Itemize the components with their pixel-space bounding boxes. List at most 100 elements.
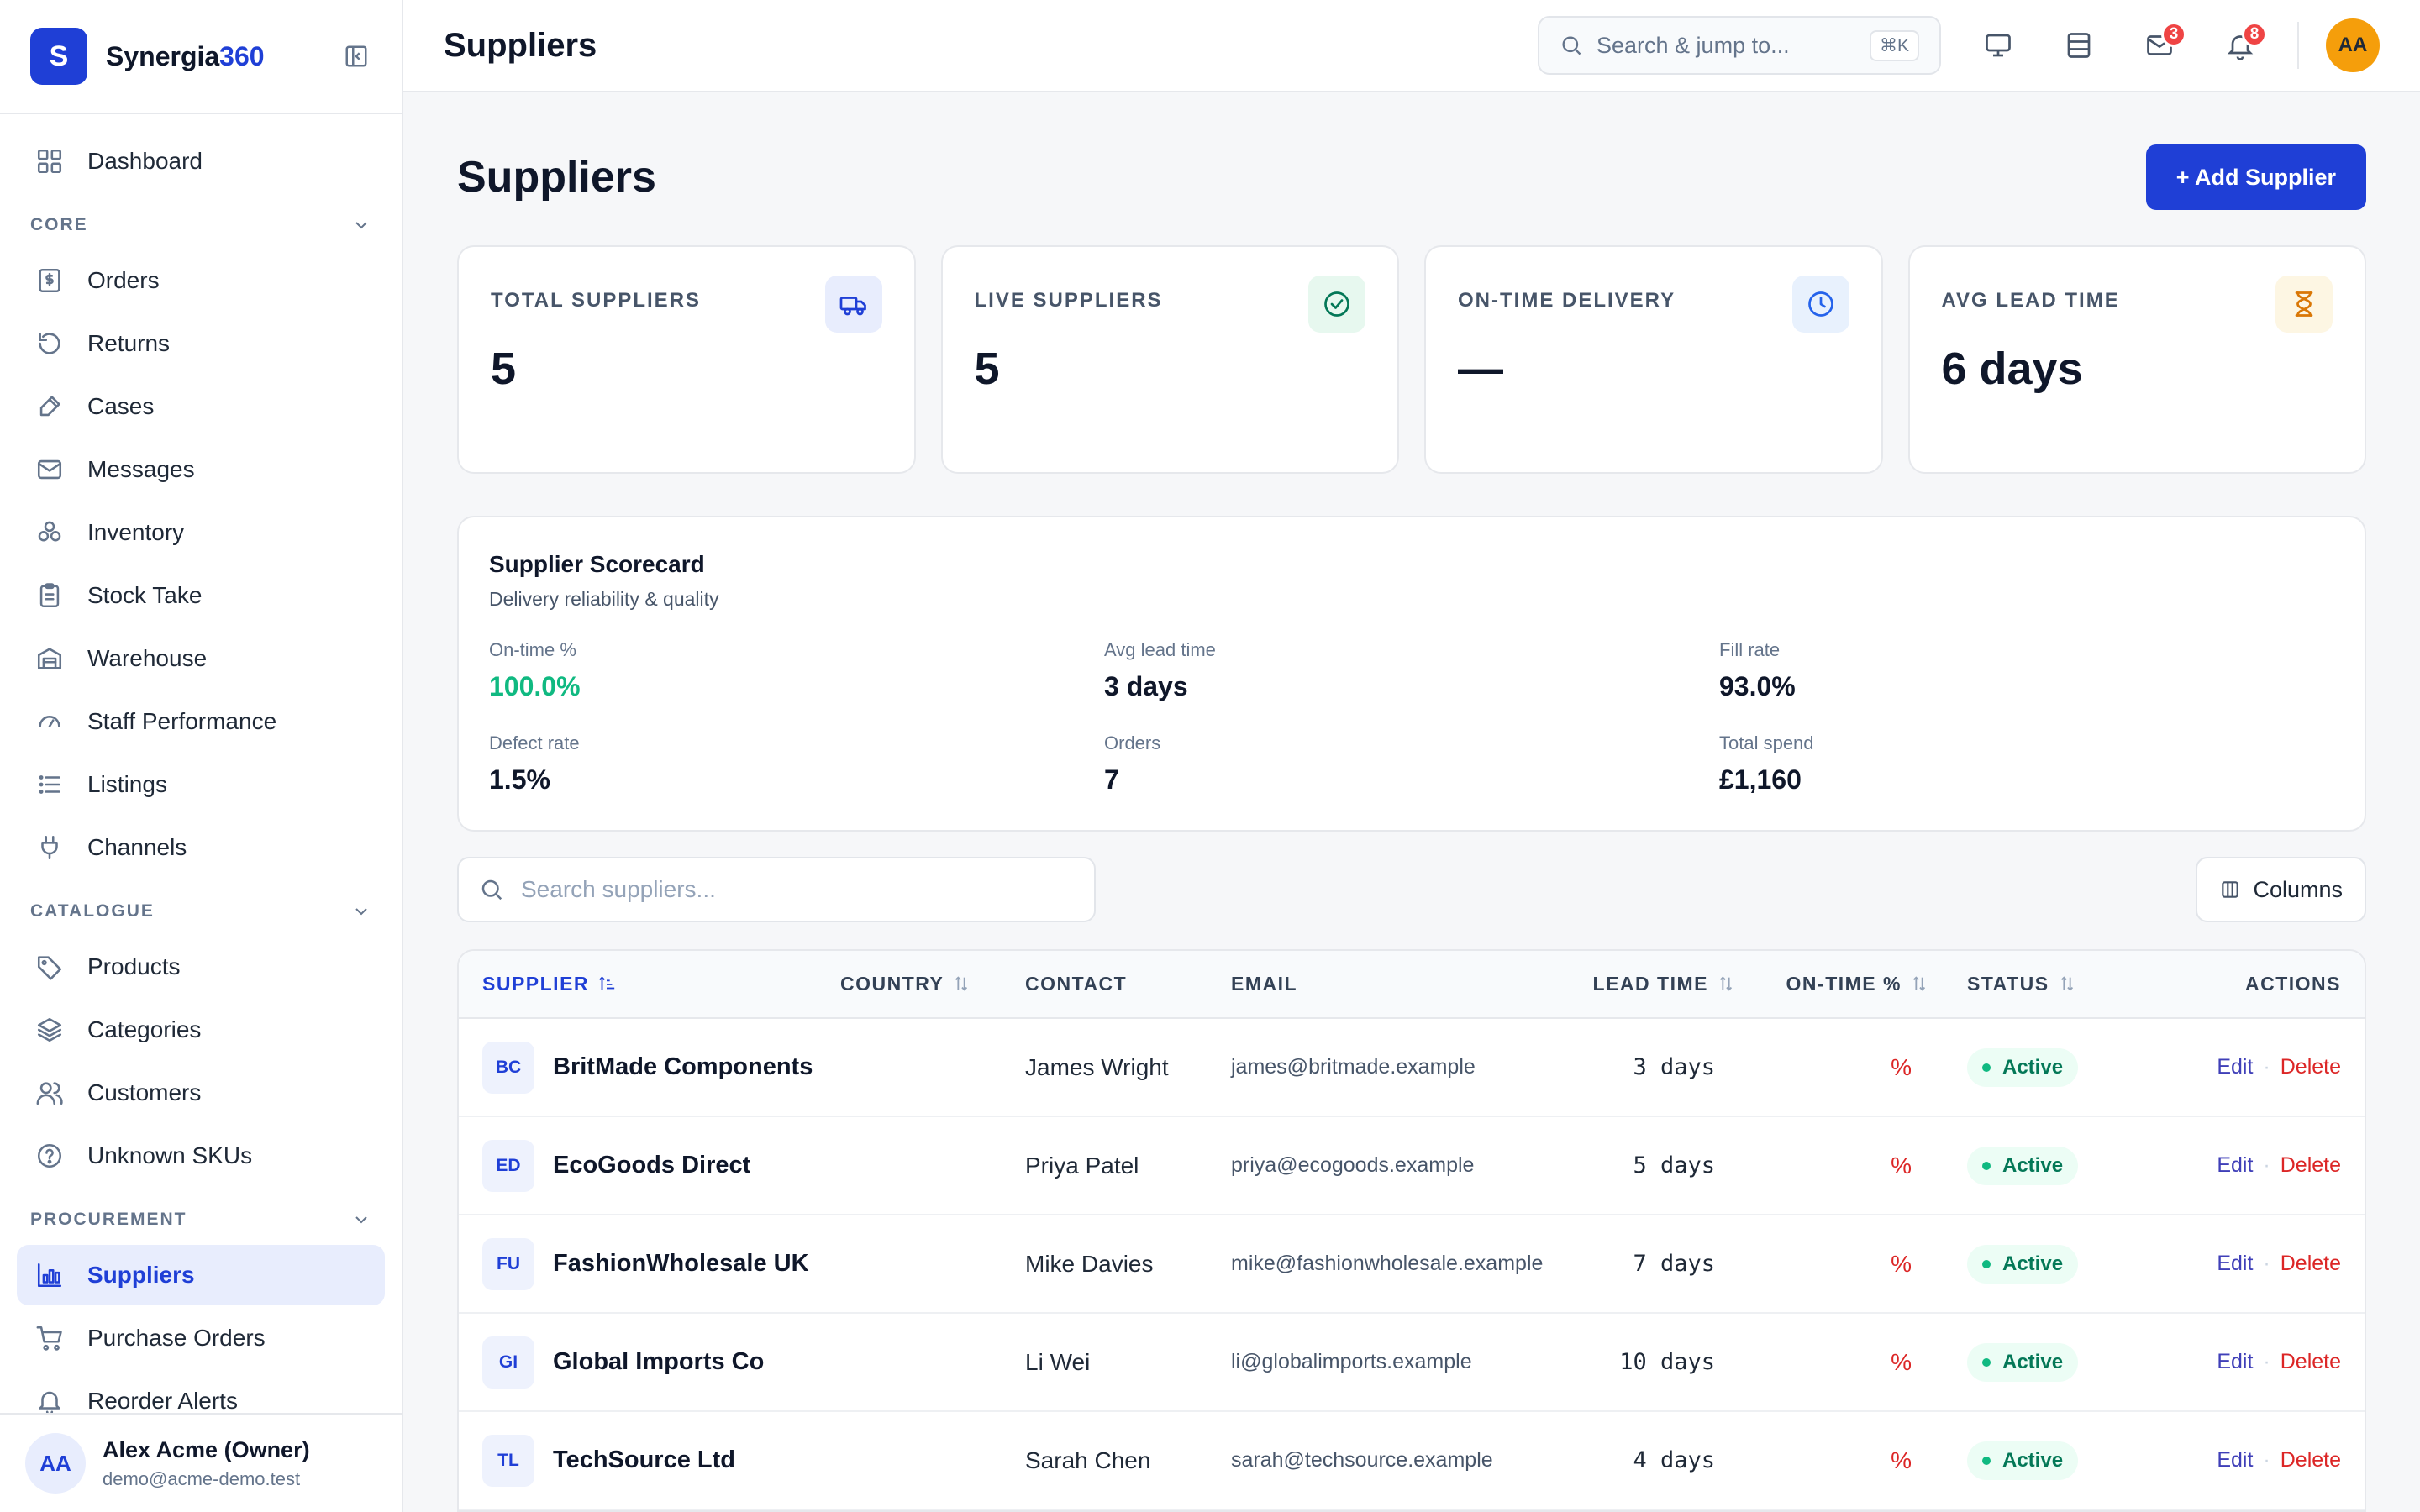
- sidebar-item-products[interactable]: Products: [17, 937, 385, 997]
- supplier-email: mike@fashionwholesale.example: [1231, 1215, 1567, 1314]
- sidebar-item-label: Suppliers: [87, 1262, 195, 1288]
- clock-icon: [1807, 291, 1833, 317]
- sidebar-item-unknown-skus[interactable]: Unknown SKUs: [17, 1126, 385, 1186]
- stat-card-live-suppliers: LIVE SUPPLIERS 5: [940, 245, 1399, 474]
- sidebar-item-suppliers[interactable]: Suppliers: [17, 1245, 385, 1305]
- scorecard-title: Supplier Scorecard: [489, 551, 705, 577]
- sidebar-section-title: CATALOGUE: [30, 901, 155, 921]
- user-avatar: AA: [25, 1433, 86, 1494]
- table-row[interactable]: TL TechSource Ltd Sarah Chen sarah@techsour…: [459, 1411, 2365, 1510]
- suppliers-icon: [37, 1263, 62, 1288]
- supplier-email: li@globalimports.example: [1231, 1313, 1567, 1412]
- delete-button[interactable]: Delete: [2280, 1055, 2341, 1079]
- sidebar-item-label: Categories: [87, 1016, 202, 1042]
- table-row[interactable]: GI Global Imports Co Li Wei li@globalimport…: [459, 1313, 2365, 1412]
- sidebar-item-returns[interactable]: Returns: [17, 313, 385, 374]
- supplier-country: [840, 1215, 1025, 1314]
- col-status[interactable]: STATUS: [1937, 951, 2139, 1019]
- layout-icon[interactable]: [2055, 22, 2102, 69]
- delete-button[interactable]: Delete: [2280, 1153, 2341, 1177]
- delete-button[interactable]: Delete: [2280, 1448, 2341, 1472]
- metric-label: Defect rate: [489, 732, 580, 753]
- mail-inbox-icon[interactable]: 3: [2136, 22, 2186, 69]
- sort-icon: [2060, 976, 2073, 991]
- user-avatar-menu[interactable]: AA: [2326, 18, 2380, 72]
- sidebar-section-core[interactable]: CORE: [17, 200, 385, 250]
- sidebar-item-listings[interactable]: Listings: [17, 754, 385, 815]
- global-search-input[interactable]: Search & jump to... ⌘K: [1538, 16, 1941, 75]
- sidebar-item-stock-take[interactable]: Stock Take: [17, 565, 385, 626]
- lead-time-unit: days: [1660, 1447, 1715, 1473]
- dashboard-icon: [37, 149, 62, 174]
- status-dot: [1982, 1357, 1991, 1367]
- edit-button[interactable]: Edit: [2217, 1055, 2254, 1079]
- sidebar-item-label: Products: [87, 953, 181, 979]
- sidebar-item-staff-performance[interactable]: Staff Performance: [17, 691, 385, 752]
- sidebar-section-procurement[interactable]: PROCUREMENT: [17, 1194, 385, 1245]
- supplier-name[interactable]: Global Imports Co: [553, 1348, 765, 1375]
- supplier-name[interactable]: EcoGoods Direct: [553, 1152, 751, 1179]
- status-label: Active: [2002, 1055, 2064, 1079]
- topbar: Suppliers Search & jump to... ⌘K 3 8 AA: [403, 0, 2420, 92]
- sidebar-item-dashboard[interactable]: Dashboard: [17, 131, 385, 192]
- lead-time-value: 10: [1619, 1349, 1647, 1375]
- status-badge: Active: [1967, 1244, 2079, 1284]
- notifications-icon[interactable]: 8: [2217, 22, 2267, 69]
- sidebar-item-warehouse[interactable]: Warehouse: [17, 628, 385, 689]
- metric-label: On-time %: [489, 639, 576, 660]
- supplier-name[interactable]: FashionWholesale UK: [553, 1250, 809, 1277]
- stat-label: ON-TIME DELIVERY: [1458, 289, 1676, 312]
- sidebar-item-categories[interactable]: Categories: [17, 1000, 385, 1060]
- table-row[interactable]: FU FashionWholesale UK Mike Davies mike@fas…: [459, 1215, 2365, 1314]
- supplier-name[interactable]: TechSource Ltd: [553, 1446, 735, 1473]
- sidebar-item-orders[interactable]: Orders: [17, 250, 385, 311]
- brand-logo[interactable]: S: [30, 28, 87, 85]
- delete-button[interactable]: Delete: [2280, 1350, 2341, 1373]
- col-contact: CONTACT: [1025, 951, 1231, 1019]
- col-country[interactable]: COUNTRY: [840, 951, 1025, 1019]
- gauge-icon: [39, 716, 60, 727]
- edit-button[interactable]: Edit: [2217, 1350, 2254, 1373]
- sidebar: S Synergia360 Dashboard CORE Orders Returns…: [0, 0, 403, 1512]
- supplier-name[interactable]: BritMade Components: [553, 1053, 813, 1080]
- edit-button[interactable]: Edit: [2217, 1153, 2254, 1177]
- table-toolbar: Search suppliers... Columns: [457, 857, 2366, 922]
- delete-button[interactable]: Delete: [2280, 1252, 2341, 1275]
- col-status-label: STATUS: [1967, 973, 2049, 995]
- sidebar-item-reorder-alerts[interactable]: Reorder Alerts: [17, 1371, 385, 1413]
- action-separator: ·: [2263, 1252, 2270, 1275]
- columns-icon: [2222, 881, 2239, 898]
- sidebar-item-purchase-orders[interactable]: Purchase Orders: [17, 1308, 385, 1368]
- columns-button[interactable]: Columns: [2196, 857, 2366, 922]
- col-lead-time[interactable]: LEAD TIME: [1567, 951, 1744, 1019]
- supplier-country: [840, 1018, 1025, 1117]
- col-on-time-label: ON-TIME %: [1786, 973, 1902, 995]
- monitor-icon[interactable]: [1975, 22, 2022, 69]
- stat-value: —: [1458, 344, 1503, 394]
- table-row[interactable]: BC BritMade Components James Wright james@b…: [459, 1018, 2365, 1117]
- action-separator: ·: [2263, 1448, 2270, 1472]
- sidebar-item-customers[interactable]: Customers: [17, 1063, 385, 1123]
- sidebar-section-catalogue[interactable]: CATALOGUE: [17, 886, 385, 937]
- edit-button[interactable]: Edit: [2217, 1252, 2254, 1275]
- edit-button[interactable]: Edit: [2217, 1448, 2254, 1472]
- supplier-avatar: GI: [482, 1336, 534, 1389]
- col-on-time[interactable]: ON-TIME %: [1744, 951, 1937, 1019]
- sidebar-section-title: CORE: [30, 215, 88, 234]
- brand-name[interactable]: Synergia360: [106, 41, 265, 72]
- col-supplier[interactable]: SUPPLIER: [459, 951, 840, 1019]
- sidebar-item-messages[interactable]: Messages: [17, 439, 385, 500]
- supplier-email: sarah@techsource.example: [1231, 1411, 1567, 1510]
- add-supplier-button[interactable]: + Add Supplier: [2145, 144, 2366, 210]
- stat-label: TOTAL SUPPLIERS: [491, 289, 702, 312]
- supplier-on-time: %: [1744, 1313, 1937, 1412]
- sidebar-collapse-icon[interactable]: [341, 41, 371, 71]
- supplier-lead-time: 5 days: [1567, 1116, 1744, 1215]
- sidebar-item-inventory[interactable]: Inventory: [17, 502, 385, 563]
- sidebar-item-channels[interactable]: Channels: [17, 817, 385, 878]
- status-label: Active: [2002, 1448, 2064, 1472]
- table-row[interactable]: ED EcoGoods Direct Priya Patel priya@ecogoo…: [459, 1116, 2365, 1215]
- supplier-search-input[interactable]: Search suppliers...: [457, 857, 1096, 922]
- sidebar-item-cases[interactable]: Cases: [17, 376, 385, 437]
- user-profile[interactable]: AA Alex Acme (Owner) demo@acme-demo.test: [0, 1413, 402, 1512]
